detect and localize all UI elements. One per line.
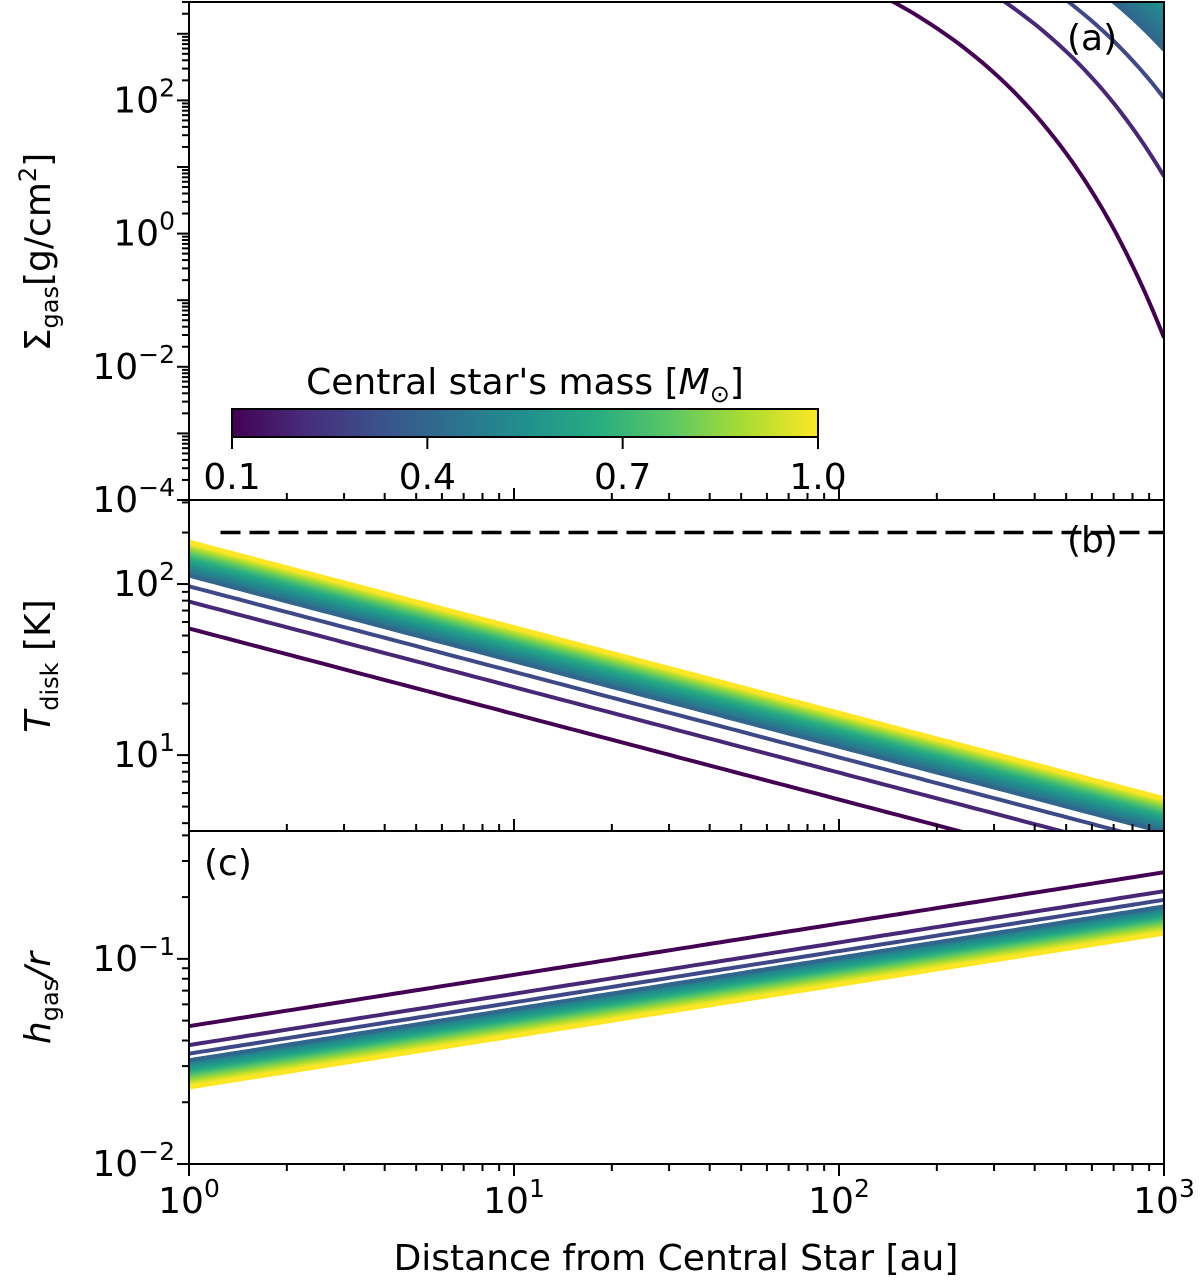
panel-a-band-line	[1112, 2, 1164, 49]
panel-a-series-line	[1065, 2, 1164, 100]
panel-c-band-line	[189, 931, 1164, 1090]
panel-a-label: (a)	[1067, 18, 1117, 59]
x-tick-label: 102	[808, 1174, 870, 1222]
panel-a-series-line	[889, 2, 1164, 339]
panel-a-band-line	[1117, 2, 1164, 44]
panel-c-series-line	[189, 897, 1164, 1056]
panel-b-series-line	[189, 573, 1164, 831]
panel-b-lines	[189, 530, 1164, 831]
colorbar-tick-label: 0.7	[594, 457, 651, 498]
panel-c-y-tick-label: 10−2	[92, 1137, 175, 1185]
panel-a-band-line	[1131, 2, 1164, 31]
colorbar-gradient	[231, 408, 819, 438]
panel-a-band-line	[1119, 2, 1164, 42]
x-tick-label: 101	[483, 1174, 545, 1222]
panel-c-ylabel: hgas/r	[18, 950, 64, 1044]
x-tick-label: 103	[1133, 1174, 1195, 1222]
panel-b-y-tick-label: 101	[113, 728, 175, 776]
panel-a-y-tick-label: 102	[113, 73, 175, 121]
panel-a-series-line	[1001, 2, 1164, 178]
panel-a-series-line	[1110, 2, 1164, 52]
panel-a-lines	[889, 2, 1164, 339]
panel-a-y-tick-label: 100	[113, 207, 175, 255]
panel-a-band-line	[1126, 2, 1164, 36]
panel-a-y-tick-label: 10−4	[92, 473, 175, 521]
panel-a-band-line	[1122, 2, 1164, 40]
panel-b-series-line	[189, 626, 967, 831]
panel-a-ylabel: Σgas[g/cm2]	[14, 153, 64, 351]
panel-b-band-line	[189, 539, 1164, 801]
colorbar-ticks: 0.1 0.4 0.7 1.0	[203, 437, 847, 498]
panel-a-band-line	[1129, 2, 1164, 33]
x-tick-label: 100	[158, 1174, 220, 1222]
panel-a-y-tick-label: 10−2	[92, 340, 175, 388]
colorbar-title: Central star's mass [M⊙]	[306, 362, 744, 408]
panel-b-series-line	[189, 599, 1069, 831]
colorbar-tick-label: 0.1	[203, 457, 260, 498]
panel-a-band-line	[1110, 2, 1164, 52]
panel-a-band-line	[1124, 2, 1164, 38]
colorbar: Central star's mass [M⊙] 0.1 0.4 0.7 1.0	[203, 362, 846, 498]
panel-b-y-tick-label: 102	[113, 557, 175, 605]
panel-c-y-tick-label: 10−1	[92, 932, 175, 980]
panel-a-band-line	[1115, 2, 1164, 47]
panel-c-lines	[189, 870, 1164, 1090]
panel-a-band-line	[1133, 2, 1164, 29]
panel-c-series-line	[189, 889, 1164, 1048]
panel-c-label: (c)	[204, 843, 252, 884]
panel-b-series-line	[189, 584, 1127, 831]
panel-c-frame	[188, 830, 1165, 1165]
colorbar-tick-label: 1.0	[789, 457, 846, 498]
panel-b-ylabel: Tdisk [K]	[18, 599, 64, 732]
colorbar-tick-label: 0.4	[399, 457, 456, 498]
x-axis-label: Distance from Central Star [au]	[394, 1238, 959, 1279]
panel-b-label: (b)	[1067, 520, 1118, 561]
panel-c-series-line	[189, 904, 1164, 1063]
panel-c-series-line	[189, 870, 1164, 1029]
